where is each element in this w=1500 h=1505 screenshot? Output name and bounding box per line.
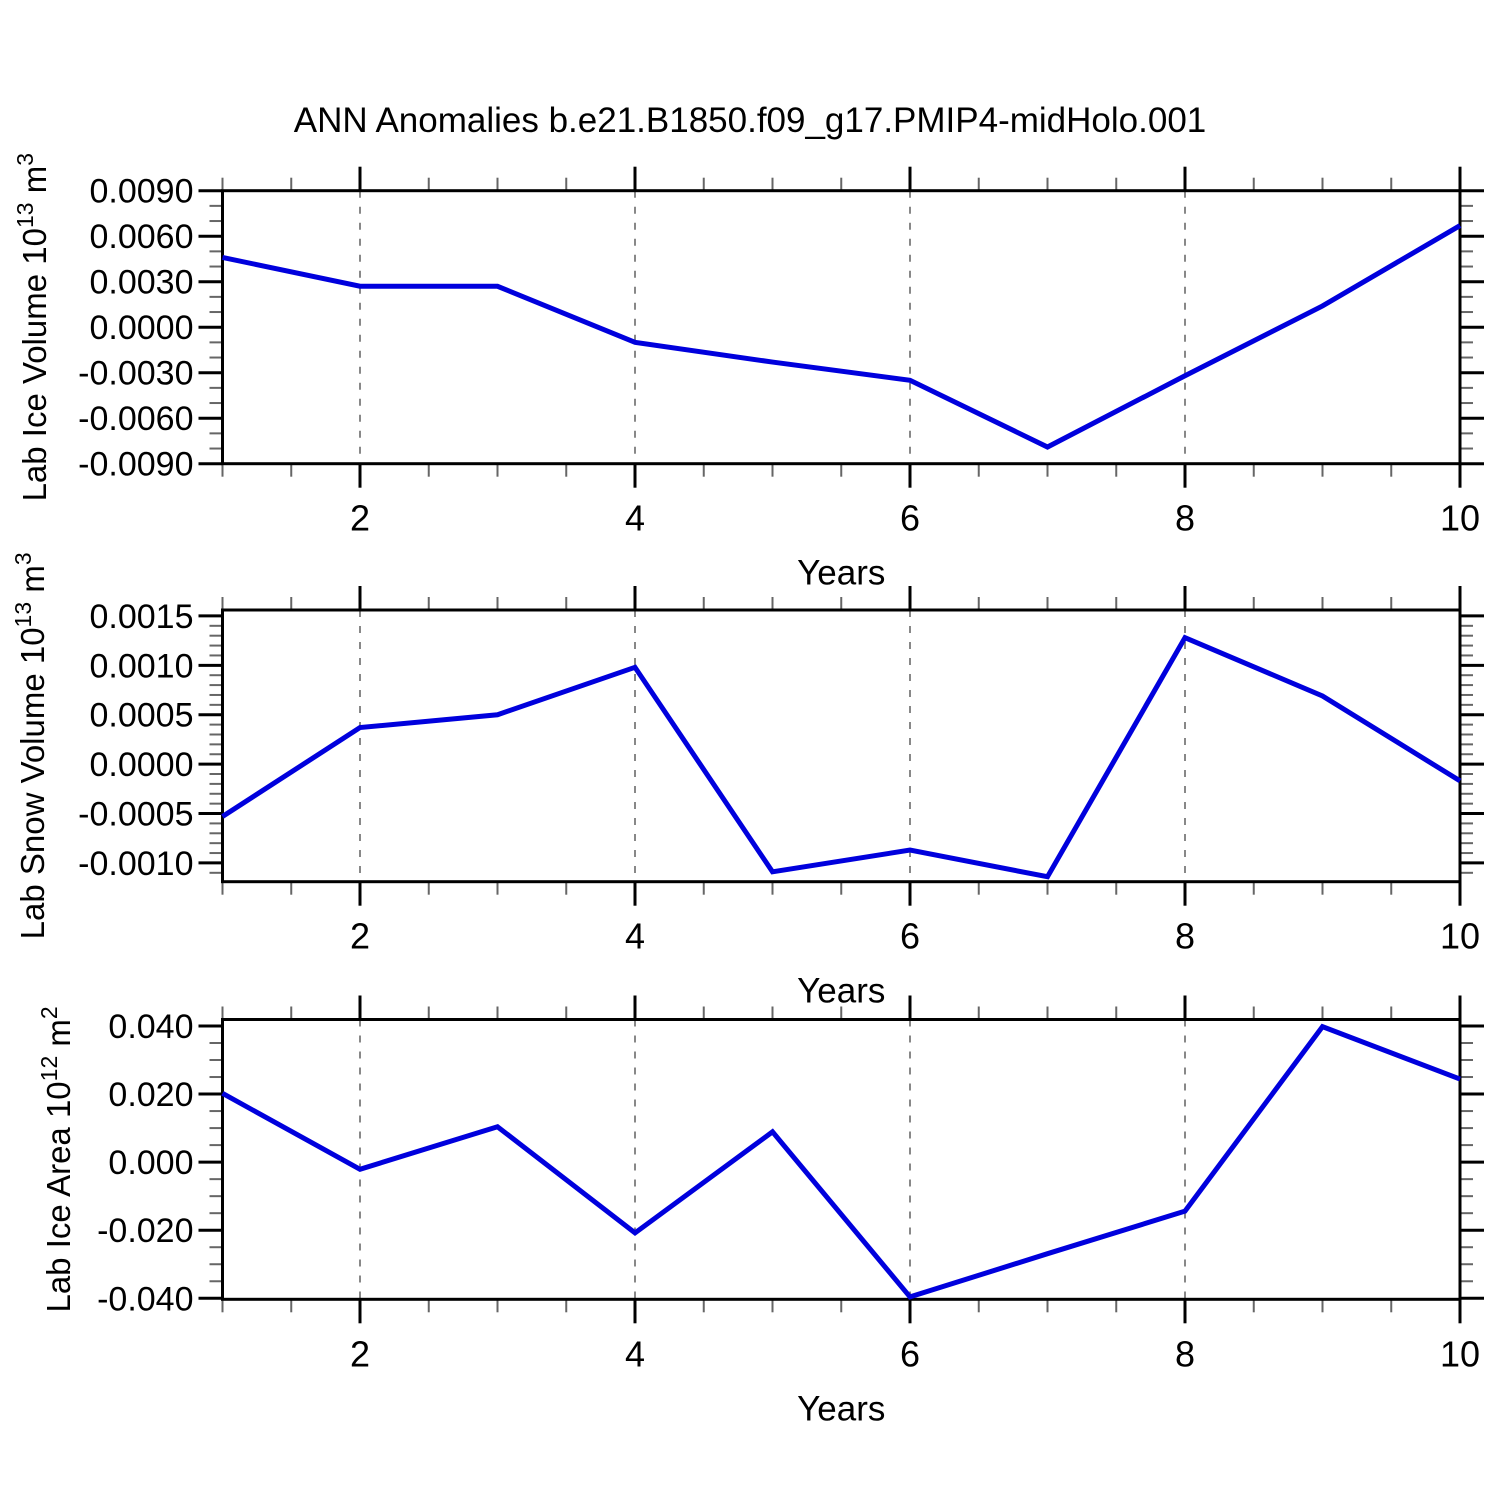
major-ticks [198, 166, 1484, 488]
y-tick-label: 0.020 [108, 1076, 193, 1114]
panel-lab-ice-area: 0.040 0.020 0.000 -0.020 -0.040 2 4 6 8 10 Years La… [36, 995, 1484, 1428]
x-tick-labels: 2 4 6 8 10 [350, 1333, 1480, 1374]
panel-lab-ice-volume: 0.0090 0.0060 0.0030 0.0000 -0.0030 -0.0060 -0… [12, 153, 1484, 593]
y-tick-label: -0.020 [97, 1212, 193, 1250]
x-tick-label: 10 [1440, 916, 1480, 957]
plot-frame [221, 1018, 1462, 1301]
y-axis-title-superscript: 13 [12, 202, 38, 228]
y-tick-labels: 0.0015 0.0010 0.0005 0.0000 -0.0005 -0.0010 [78, 598, 193, 883]
y-tick-labels: 0.0090 0.0060 0.0030 0.0000 -0.0030 -0.0060 -0… [78, 173, 193, 484]
vertical-gridlines [359, 1019, 1186, 1300]
y-axis-title-superscript: 12 [36, 1056, 62, 1082]
x-tick-label: 2 [350, 498, 370, 539]
vertical-gridlines [359, 190, 1186, 464]
x-tick-label: 8 [1175, 1333, 1195, 1374]
panels-group: 0.0090 0.0060 0.0030 0.0000 -0.0030 -0.0060 -0… [10, 153, 1484, 1428]
x-tick-label: 4 [625, 916, 645, 957]
chart-title: ANN Anomalies b.e21.B1850.f09_g17.PMIP4-… [294, 101, 1207, 140]
y-axis-title: Lab Ice Area 1012 m2 [36, 1006, 77, 1312]
y-axis-title-segment: Lab Snow Volume 10 [14, 627, 51, 939]
y-axis-title-segment: Lab Ice Area 10 [40, 1081, 77, 1312]
data-line-lab-ice-area [221, 1023, 1461, 1300]
y-tick-label: 0.000 [108, 1144, 193, 1182]
y-tick-label: -0.0030 [78, 355, 193, 393]
x-axis-title: Years [797, 972, 885, 1011]
y-axis-title-segment: m [16, 166, 53, 203]
y-axis-title: Lab Snow Volume 1013 m3 [10, 552, 51, 939]
y-axis-title-superscript: 3 [12, 153, 38, 166]
y-tick-label: -0.0060 [78, 400, 193, 438]
y-tick-labels: 0.040 0.020 0.000 -0.020 -0.040 [97, 1008, 193, 1318]
panel-lab-snow-volume: 0.0015 0.0010 0.0005 0.0000 -0.0005 -0.0010 2 4… [10, 552, 1484, 1011]
y-tick-label: 0.0010 [90, 647, 194, 685]
y-tick-label: 0.0000 [90, 309, 194, 347]
x-tick-label: 6 [900, 498, 920, 539]
x-tick-label: 8 [1175, 498, 1195, 539]
x-tick-label: 6 [900, 916, 920, 957]
y-tick-label: 0.0000 [90, 746, 194, 784]
y-axis-title-segment: m [40, 1019, 77, 1056]
y-tick-label: 0.040 [108, 1008, 193, 1046]
x-tick-label: 8 [1175, 916, 1195, 957]
y-axis-title-segment: Lab Ice Volume 10 [16, 228, 53, 501]
y-axis-title-superscript: 3 [10, 552, 36, 565]
x-tick-labels: 2 4 6 8 10 [350, 498, 1480, 539]
plot-frame [221, 189, 1462, 466]
y-axis-title-superscript: 13 [10, 602, 36, 628]
y-tick-label: 0.0090 [90, 173, 194, 211]
y-tick-label: -0.0005 [78, 796, 193, 834]
y-tick-label: -0.040 [97, 1280, 193, 1318]
y-tick-label: 0.0005 [90, 697, 194, 735]
y-tick-label: -0.0090 [78, 446, 193, 484]
x-tick-label: 10 [1440, 1333, 1480, 1374]
y-axis-title-segment: m [14, 565, 51, 602]
x-tick-label: 4 [625, 1333, 645, 1374]
x-tick-label: 2 [350, 916, 370, 957]
plot-frame [221, 608, 1462, 884]
x-tick-label: 6 [900, 1333, 920, 1374]
y-axis-title-superscript: 2 [36, 1006, 62, 1019]
x-tick-label: 2 [350, 1333, 370, 1374]
major-ticks [198, 995, 1484, 1324]
y-tick-label: -0.0010 [78, 845, 193, 883]
y-tick-label: 0.0060 [90, 218, 194, 256]
x-axis-title: Years [797, 554, 885, 593]
major-ticks [198, 586, 1484, 906]
y-tick-label: 0.0015 [90, 598, 194, 636]
data-line-lab-ice-volume [221, 223, 1462, 450]
y-axis-title: Lab Ice Volume 1013 m3 [12, 153, 53, 501]
x-tick-labels: 2 4 6 8 10 [350, 916, 1480, 957]
x-axis-title: Years [797, 1389, 885, 1428]
vertical-gridlines [359, 610, 1186, 882]
minor-ticks [209, 597, 1473, 895]
data-line-lab-snow-volume [221, 634, 1462, 880]
y-tick-label: 0.0030 [90, 264, 194, 302]
x-tick-label: 4 [625, 498, 645, 539]
minor-ticks [209, 177, 1473, 477]
x-tick-label: 10 [1440, 498, 1480, 539]
minor-ticks [209, 1006, 1473, 1313]
